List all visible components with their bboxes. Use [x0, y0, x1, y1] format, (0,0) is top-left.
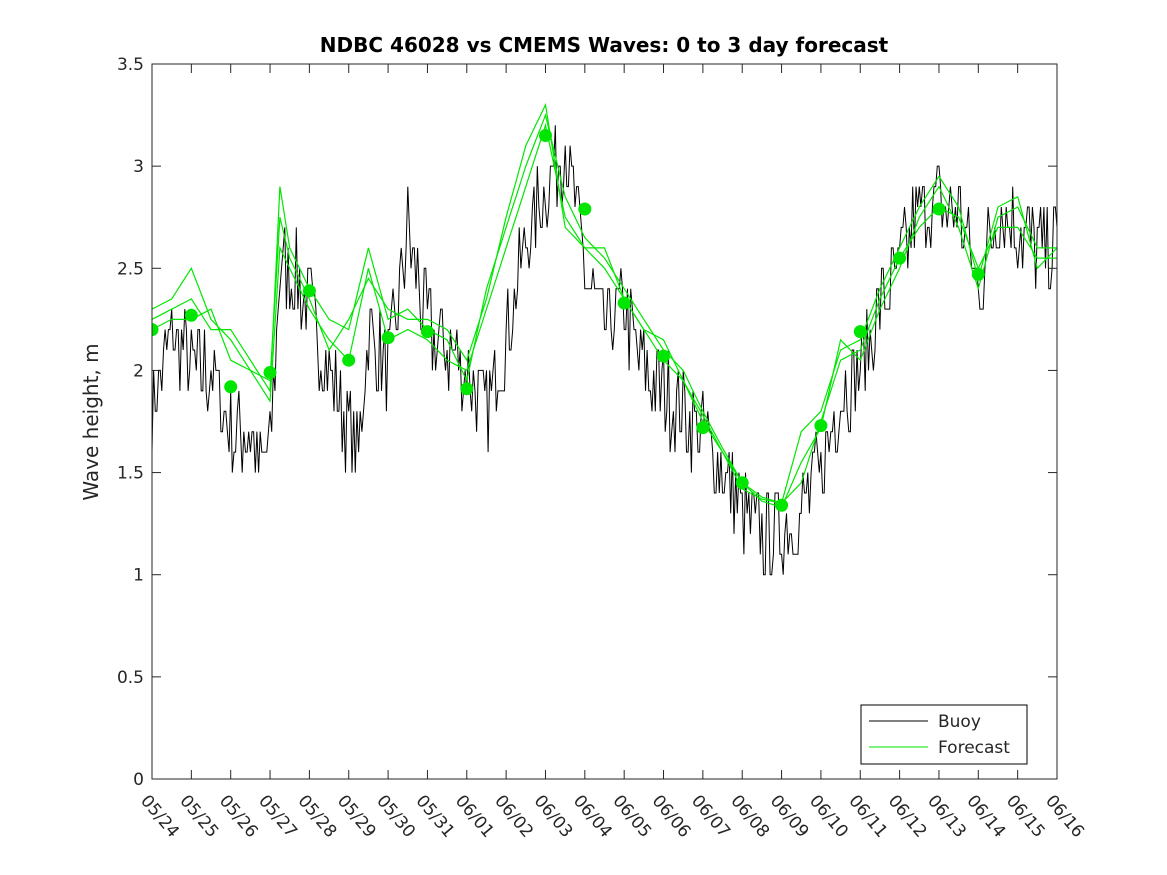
forecast-point-10	[539, 129, 552, 142]
forecast-point-9	[460, 382, 474, 396]
y-tick-label: 3	[133, 157, 144, 177]
forecast-point-18	[853, 325, 867, 339]
forecast-series-line-3	[152, 102, 1057, 504]
forecast-point-19	[893, 251, 907, 265]
y-tick-label: 1.5	[117, 464, 144, 484]
forecast-point-6	[342, 353, 356, 367]
buoy-series-line	[152, 125, 1057, 576]
forecast-point-14	[696, 421, 710, 435]
forecast-point-21	[971, 267, 985, 281]
forecast-series-line-1	[152, 122, 1057, 504]
forecast-point-20	[932, 202, 946, 216]
legend-box	[860, 704, 1028, 765]
forecast-point-7	[381, 331, 395, 345]
forecast-point-16	[775, 498, 789, 512]
y-tick-label: 1	[133, 566, 144, 586]
y-axis-label: Wave height, m	[79, 343, 103, 500]
forecast-point-13	[657, 349, 670, 363]
legend: Buoy Forecast	[860, 704, 1028, 765]
forecast-point-15	[735, 476, 749, 490]
forecast-point-3	[224, 380, 238, 394]
forecast-point-2	[184, 308, 198, 322]
y-tick-label: 0.5	[117, 668, 144, 688]
forecast-point-5	[302, 284, 316, 298]
chart-title: NDBC 46028 vs CMEMS Waves: 0 to 3 day fo…	[320, 33, 889, 57]
y-tick-label: 2.5	[117, 259, 144, 279]
y-tick-label: 0	[133, 770, 144, 790]
forecast-series-line-2	[152, 113, 1057, 509]
plot-frame	[151, 63, 1058, 780]
legend-forecast-label: Forecast	[938, 738, 1010, 758]
forecast-point-1	[152, 323, 159, 337]
legend-buoy-label: Buoy	[938, 712, 981, 732]
forecast-point-8	[420, 325, 434, 339]
forecast-point-12	[617, 296, 631, 310]
y-tick-label: 3.5	[117, 55, 144, 75]
forecast-point-11	[578, 202, 592, 216]
y-tick-label: 2	[133, 361, 144, 381]
forecast-point-4	[263, 366, 277, 379]
forecast-point-17	[814, 419, 828, 433]
